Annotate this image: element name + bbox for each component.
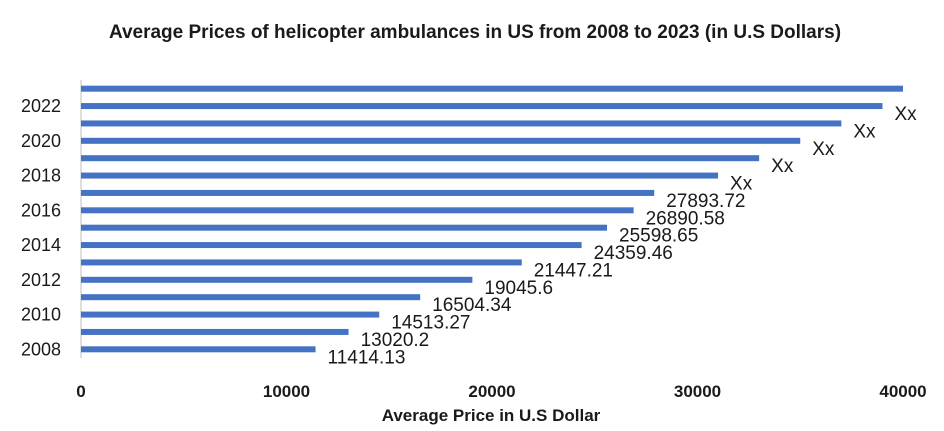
y-tick-label-2022: 2022 — [21, 96, 61, 116]
x-tick-label-10000: 10000 — [263, 382, 310, 401]
data-label-2010: 14513.27 — [391, 313, 470, 334]
data-label-2012: 19045.6 — [484, 278, 553, 299]
bar-2010 — [81, 311, 380, 318]
data-label-2016: 26890.58 — [646, 208, 725, 229]
data-label-2017: 27893.72 — [666, 191, 745, 212]
y-tick-label-2018: 2018 — [21, 166, 61, 186]
bar-2015 — [81, 224, 608, 231]
y-tick-label-2016: 2016 — [21, 200, 61, 220]
data-label-2011: 16504.34 — [432, 295, 512, 316]
x-tick-label-30000: 30000 — [674, 382, 721, 401]
bar-2020 — [81, 137, 801, 144]
bar-2008 — [81, 346, 316, 353]
data-label-2013: 21447.21 — [534, 260, 613, 281]
y-tick-label-2012: 2012 — [21, 270, 61, 290]
bar-2009 — [81, 328, 349, 335]
x-tick-label-20000: 20000 — [468, 382, 515, 401]
bar-2018 — [81, 172, 719, 179]
y-tick-label-2010: 2010 — [21, 305, 61, 325]
data-label-2009: 13020.2 — [361, 330, 430, 351]
y-tick-label-2008: 2008 — [21, 339, 61, 359]
data-label-2018: Xx — [730, 174, 753, 195]
bar-2013 — [81, 259, 522, 266]
x-tick-label-40000: 40000 — [879, 382, 926, 401]
data-label-2014: 24359.46 — [594, 243, 673, 264]
data-label-2022: Xx — [894, 104, 917, 125]
bar-2016 — [81, 207, 634, 214]
data-label-2020: Xx — [812, 139, 835, 160]
bar-2017 — [81, 189, 655, 196]
data-label-2021: Xx — [853, 121, 876, 142]
y-tick-label-2014: 2014 — [21, 235, 61, 255]
x-axis-title: Average Price in U.S Dollar — [382, 406, 601, 425]
bar-2021 — [81, 120, 842, 127]
bar-2014 — [81, 242, 582, 249]
x-tick-label-0: 0 — [76, 382, 85, 401]
bar-2022 — [81, 103, 883, 110]
bar-2023 — [81, 85, 903, 92]
bar-2019 — [81, 155, 760, 162]
y-tick-label-2020: 2020 — [21, 131, 61, 151]
bar-2012 — [81, 276, 473, 283]
data-label-2019: Xx — [771, 156, 794, 177]
data-label-2008: 11414.13 — [328, 347, 406, 368]
data-label-2015: 25598.65 — [619, 226, 698, 247]
chart-title: Average Prices of helicopter ambulances … — [108, 22, 842, 43]
bar-2011 — [81, 294, 421, 301]
